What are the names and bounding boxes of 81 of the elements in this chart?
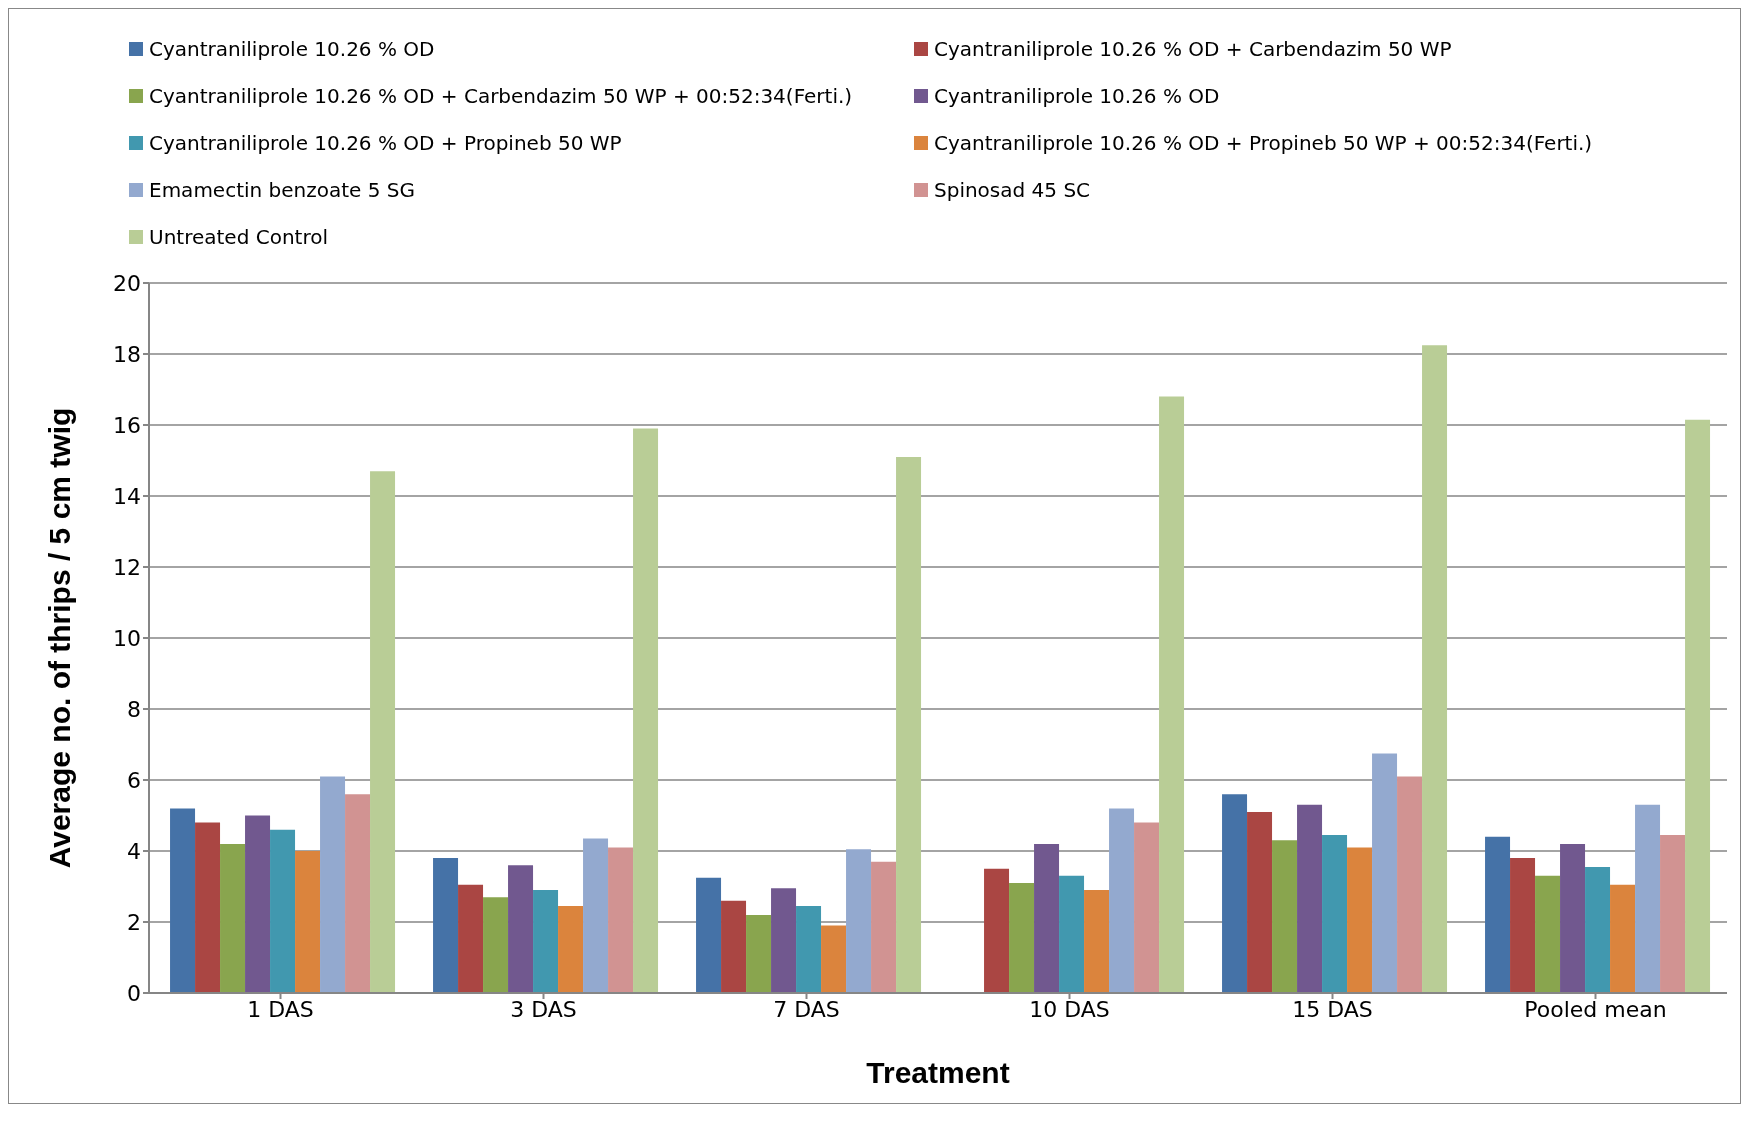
bar [1034, 843, 1060, 993]
y-tick-label: 18 [113, 341, 141, 367]
x-tick-label: 10 DAS [1029, 996, 1110, 1022]
bar [984, 868, 1010, 993]
y-tick-label: 12 [113, 554, 141, 580]
bar [270, 829, 296, 993]
bar [458, 884, 484, 993]
x-tick-label: Pooled mean [1524, 996, 1667, 1022]
x-tick-label: 15 DAS [1292, 996, 1373, 1022]
bar [1397, 776, 1423, 993]
bar [195, 822, 221, 993]
bar [1560, 843, 1586, 993]
bar [170, 808, 196, 993]
bar [320, 776, 346, 993]
y-tick-label: 16 [113, 412, 141, 438]
bar [1535, 875, 1561, 993]
bar [771, 888, 797, 993]
legend-label: Emamectin benzoate 5 SG [149, 178, 416, 202]
bar [1297, 804, 1323, 993]
bar [721, 900, 747, 993]
bar [1347, 847, 1373, 993]
bar [1222, 794, 1248, 993]
legend-label: Cyantraniliprole 10.26 % OD + Carbendazim 50 WP + 00:52:34(Ferti.) [149, 84, 853, 108]
y-tick-label: 8 [127, 696, 141, 722]
bar [696, 877, 722, 993]
bar [608, 847, 634, 993]
legend-label: Cyantraniliprole 10.26 % OD [934, 84, 1220, 108]
bar [1660, 835, 1686, 993]
bar [1247, 811, 1273, 993]
y-axis-title: Average no. of thrips / 5 cm twig [42, 407, 76, 869]
bar [1059, 875, 1085, 993]
y-tick-label: 10 [113, 625, 141, 651]
legend-label: Cyantraniliprole 10.26 % OD + Propineb 50 WP [149, 131, 622, 155]
bar [1084, 890, 1110, 993]
bar [370, 471, 396, 993]
bar [1372, 753, 1398, 993]
legend-label: Cyantraniliprole 10.26 % OD + Carbendazim 50 WP [934, 37, 1452, 61]
y-tick-label: 6 [127, 767, 141, 793]
legend-label: Cyantraniliprole 10.26 % OD [149, 37, 435, 61]
x-tick-label: 3 DAS [510, 996, 577, 1022]
bar [1635, 804, 1661, 993]
bar [483, 897, 509, 993]
bar [1109, 808, 1135, 993]
y-tick-label: 20 [113, 270, 141, 296]
bar [433, 858, 459, 993]
bar [1159, 396, 1185, 993]
bar [1009, 882, 1035, 993]
bar [1685, 419, 1711, 993]
bar [846, 849, 872, 993]
x-tick-label: 1 DAS [247, 996, 314, 1022]
bar [1422, 345, 1448, 993]
bar [896, 456, 922, 993]
bar [871, 861, 897, 993]
bar [1610, 884, 1636, 993]
y-tick-label: 0 [127, 980, 141, 1006]
bar [533, 890, 559, 993]
y-tick-label: 2 [127, 909, 141, 935]
bar [746, 914, 772, 993]
bar [345, 794, 371, 993]
bar [558, 906, 584, 993]
bar [1485, 836, 1511, 993]
bar [633, 428, 659, 993]
bar [821, 925, 847, 993]
bar [1585, 866, 1611, 993]
legend-label: Spinosad 45 SC [934, 178, 1091, 202]
y-tick-label: 4 [127, 838, 141, 864]
legend-label: Cyantraniliprole 10.26 % OD + Propineb 50 WP + 00:52:34(Ferti.) [934, 131, 1593, 155]
bar [245, 815, 271, 993]
bar [1510, 858, 1536, 993]
bar [1134, 822, 1160, 993]
legend-label: Untreated Control [149, 225, 328, 249]
bar [508, 865, 534, 993]
bar [220, 843, 246, 993]
bar [1272, 840, 1298, 993]
y-tick-label: 14 [113, 483, 141, 509]
bar [796, 906, 822, 993]
bar [295, 851, 321, 993]
x-tick-label: 7 DAS [773, 996, 840, 1022]
x-axis-title: Treatment [866, 1056, 1010, 1089]
bar [1322, 835, 1348, 993]
bar [583, 838, 609, 993]
